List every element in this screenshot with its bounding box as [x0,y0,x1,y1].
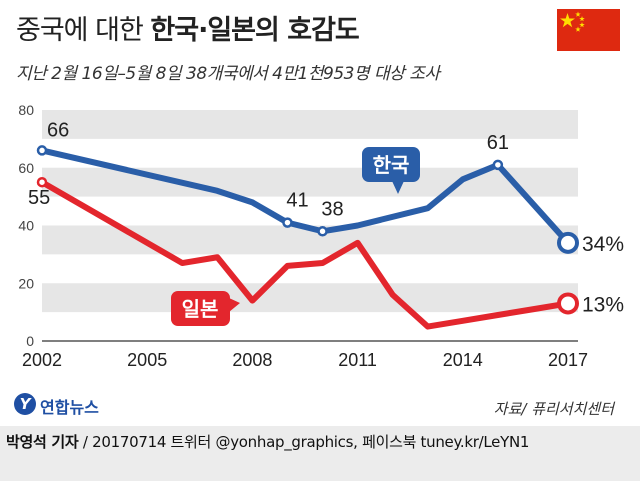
y-tick-label: 40 [18,218,34,234]
data-label: 41 [286,190,308,212]
data-label: 61 [487,132,509,154]
footer-byline: 박영석 기자 [6,433,79,451]
series-point-marker [317,226,328,237]
x-tick-label: 2008 [232,350,272,370]
chart-title: 중국에 대한 한국·일본의 호감도 [16,8,360,47]
series-point [355,240,361,246]
footer: 박영석 기자 / 20170714 트위터 @yonhap_graphics, … [6,431,529,452]
data-source: 자료/ 퓨리서치센터 [493,400,614,418]
series-point-marker [36,176,48,188]
data-label: 34% [582,233,624,256]
line-chart: 0 20 40 60 80 2002 2005 2008 2011 2014 2017 66 41 38 6… [18,102,624,370]
series-line-0 [39,147,571,246]
series-end-marker [557,231,579,254]
title-bold: 한국·일본의 호감도 [150,15,359,46]
y-tick-label: 0 [26,333,34,349]
series-point [284,263,290,269]
legend-japan-pointer [229,298,240,312]
legend-korea-bubble [362,147,420,182]
series-point [425,324,431,330]
series-point [214,188,220,194]
flag-big-star [560,13,575,28]
series-point [249,298,255,304]
legend-japan-bubble [171,291,230,326]
x-tick-label: 2017 [548,350,588,370]
flag-small-star [575,11,581,17]
series-point-marker [36,145,48,156]
legend-japan-label: 일본 [182,297,219,321]
title-regular: 중국에 대한 [16,15,144,46]
data-label: 13% [582,293,624,316]
series-point-marker [492,159,504,171]
x-tick-label: 2002 [22,350,62,370]
chart-subtitle: 지난 2월 16일–5월 8일 38개국에서 4만1천953명 대상 조사 [16,64,440,84]
y-tick-label: 80 [18,102,34,118]
x-tick-label: 2005 [127,350,167,370]
series-end-marker [557,292,579,315]
yonhap-logo-icon: Y [14,393,36,415]
series-point [460,176,466,182]
footer-bar [0,426,640,481]
grid-band [42,283,578,313]
data-label: 38 [321,198,343,220]
y-tick-label: 20 [18,275,34,291]
data-label: 66 [47,119,69,141]
series-point [214,254,220,260]
data-label: 55 [28,187,50,209]
yonhap-logo: Y 연합뉴스 [14,393,134,417]
series-point [425,205,431,211]
x-tick-label: 2011 [338,350,377,370]
yonhap-logo-text: 연합뉴스 [40,398,99,417]
x-tick-label: 2014 [443,350,483,370]
flag-small-star [575,26,581,32]
flag-small-star [579,16,585,22]
series-point [249,199,255,205]
series-point [355,223,361,228]
series-point [320,260,326,266]
china-flag-icon [557,9,620,51]
grid-band [42,110,578,139]
legend-korea-label: 한국 [373,153,410,177]
y-tick-label: 60 [18,160,34,176]
series-point [460,318,466,324]
footer-credits: / 20170714 트위터 @yonhap_graphics, 페이스북 tu… [78,433,530,451]
series-point [530,306,536,312]
flag-small-star [579,22,585,28]
series-point [495,312,501,318]
series-point-marker [282,217,293,228]
series-point [390,292,396,298]
grid-band [42,167,578,197]
series-point [179,260,185,266]
legend-korea-pointer [392,181,404,194]
